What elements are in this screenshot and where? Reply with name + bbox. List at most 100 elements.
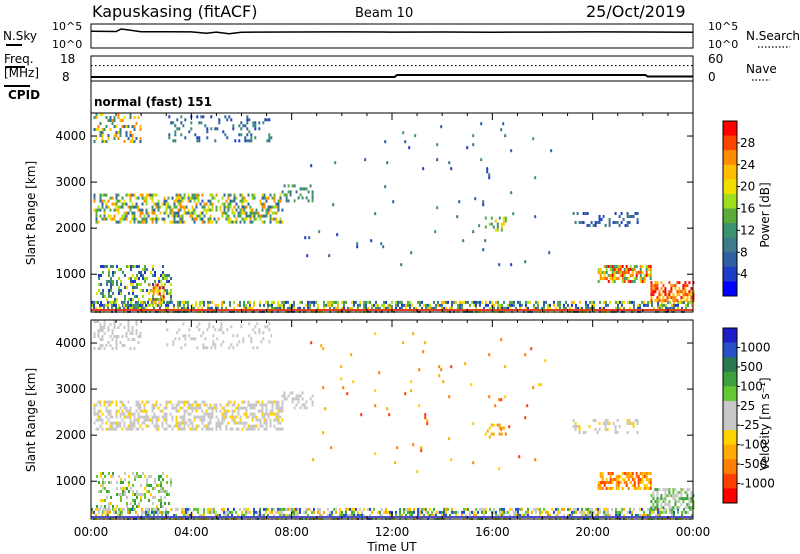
data-cell <box>111 424 114 428</box>
data-cell <box>201 418 204 422</box>
data-cell <box>246 121 249 125</box>
data-cell <box>639 265 642 268</box>
data-cell <box>685 306 687 310</box>
data-cell <box>106 490 108 493</box>
data-cell <box>662 500 665 504</box>
data-cell <box>261 208 264 212</box>
data-cell <box>95 320 98 323</box>
data-cell <box>190 337 193 341</box>
data-cell <box>199 513 201 517</box>
data-cell <box>400 263 403 267</box>
data-cell <box>472 461 475 465</box>
data-cell <box>141 510 143 514</box>
data-cell <box>301 397 304 401</box>
data-cell <box>165 510 167 514</box>
data-cell <box>609 265 612 268</box>
data-cell <box>91 303 93 307</box>
data-cell <box>443 507 445 511</box>
data-cell <box>287 190 290 194</box>
data-cell <box>375 303 377 307</box>
data-cell <box>592 419 595 422</box>
data-cell <box>579 309 581 313</box>
data-cell <box>466 146 469 150</box>
data-cell <box>197 516 199 520</box>
data-cell <box>598 218 601 221</box>
data-cell <box>121 202 124 206</box>
data-cell <box>173 199 176 203</box>
data-cell <box>425 507 427 511</box>
velocity-data-cells <box>91 320 695 520</box>
data-cell <box>532 137 535 141</box>
data-cell <box>283 193 286 197</box>
data-cell <box>125 134 128 137</box>
data-cell <box>641 300 643 304</box>
data-cell <box>132 490 134 493</box>
data-cell <box>141 306 143 310</box>
data-cell <box>679 516 681 520</box>
data-cell <box>103 516 105 520</box>
data-cell <box>623 481 626 484</box>
data-cell <box>225 412 228 416</box>
data-cell <box>682 488 685 492</box>
data-cell <box>419 513 421 517</box>
data-cell <box>581 507 583 511</box>
data-cell <box>258 331 261 335</box>
data-cell <box>653 510 655 514</box>
data-cell <box>147 516 149 520</box>
data-cell <box>543 303 545 307</box>
data-cell <box>141 220 144 224</box>
data-cell <box>607 265 610 268</box>
data-cell <box>151 205 154 209</box>
data-cell <box>319 513 321 517</box>
data-cell <box>219 205 222 209</box>
data-cell <box>271 507 273 511</box>
data-cell <box>259 409 262 413</box>
data-cell <box>632 422 635 425</box>
data-cell <box>189 406 192 410</box>
data-cell <box>115 409 118 413</box>
data-cell <box>281 220 284 224</box>
data-cell <box>513 303 515 307</box>
data-cell <box>227 409 230 413</box>
data-cell <box>206 328 209 332</box>
data-cell <box>345 309 347 313</box>
data-cell <box>102 487 104 490</box>
data-cell <box>579 516 581 520</box>
data-cell <box>289 303 291 307</box>
data-cell <box>440 368 443 372</box>
data-cell <box>109 116 112 119</box>
data-cell <box>419 300 421 304</box>
data-cell <box>603 309 605 313</box>
data-cell <box>471 309 473 313</box>
data-cell <box>185 309 187 313</box>
data-cell <box>175 403 178 407</box>
data-cell <box>673 513 675 517</box>
data-cell <box>664 503 667 507</box>
data-cell <box>117 220 120 224</box>
data-cell <box>524 416 527 420</box>
data-cell <box>313 300 315 304</box>
data-cell <box>383 303 385 307</box>
data-cell <box>177 300 179 304</box>
data-cell <box>203 510 205 514</box>
data-cell <box>329 510 331 514</box>
data-cell <box>103 208 106 212</box>
data-cell <box>306 254 309 258</box>
data-cell <box>473 303 475 307</box>
data-cell <box>95 516 97 520</box>
data-cell <box>127 125 130 128</box>
data-cell <box>99 309 101 313</box>
data-cell <box>676 299 679 303</box>
data-cell <box>170 295 172 298</box>
data-cell <box>343 300 345 304</box>
data-cell <box>115 335 118 338</box>
data-cell <box>167 510 169 514</box>
data-cell <box>500 426 503 430</box>
data-cell <box>203 403 206 407</box>
data-cell <box>267 309 269 313</box>
data-cell <box>167 214 170 218</box>
data-cell <box>273 199 276 203</box>
data-cell <box>265 421 268 425</box>
data-cell <box>139 335 142 338</box>
data-cell <box>104 487 106 490</box>
